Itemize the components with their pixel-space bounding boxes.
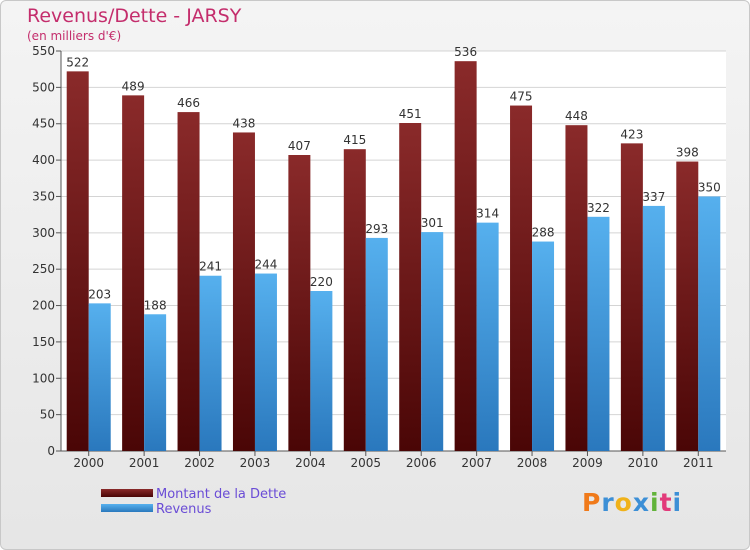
data-label-revenue: 241: [199, 260, 222, 274]
bar-debt: [676, 161, 699, 451]
data-label-debt: 407: [288, 139, 311, 153]
x-tick-label: 2001: [129, 456, 160, 470]
bar-debt: [122, 95, 145, 451]
legend-swatch-debt: [101, 489, 153, 497]
bar-debt: [510, 105, 533, 451]
data-label-revenue: 188: [144, 298, 167, 312]
y-tick-label: 400: [32, 153, 55, 167]
data-label-debt: 415: [343, 133, 366, 147]
data-label-revenue: 293: [365, 222, 388, 236]
bar-debt: [343, 149, 366, 451]
data-label-revenue: 337: [642, 190, 665, 204]
x-tick-label: 2005: [351, 456, 382, 470]
x-tick-label: 2009: [572, 456, 603, 470]
legend-label-debt: Montant de la Dette: [156, 487, 287, 502]
bar-revenue: [587, 216, 610, 451]
x-tick-label: 2008: [517, 456, 548, 470]
bar-revenue: [532, 241, 555, 451]
legend-label-revenue: Revenus: [156, 502, 212, 517]
bar-revenue: [698, 196, 721, 451]
y-tick-label: 0: [47, 444, 55, 458]
data-label-debt: 398: [676, 146, 699, 160]
logo-letter: r: [601, 488, 615, 517]
bar-revenue: [365, 237, 388, 451]
chart-subtitle: (en milliers d'€): [27, 29, 122, 43]
bar-debt: [454, 61, 477, 451]
bar-debt: [232, 132, 255, 452]
x-tick-label: 2004: [295, 456, 326, 470]
bar-debt: [399, 123, 422, 451]
logo-letter: i: [650, 488, 660, 517]
x-tick-label: 2007: [461, 456, 492, 470]
x-tick-label: 2003: [240, 456, 271, 470]
logo-letter: P: [582, 488, 602, 517]
logo-letter: x: [632, 488, 650, 517]
y-tick-label: 150: [32, 335, 55, 349]
x-tick-label: 2002: [184, 456, 215, 470]
y-tick-label: 50: [40, 408, 55, 422]
bar-revenue: [310, 291, 333, 451]
y-tick-label: 100: [32, 371, 55, 385]
bar-debt: [288, 155, 311, 451]
x-tick-label: 2010: [628, 456, 659, 470]
legend-swatch-revenue: [101, 504, 153, 512]
logo-letter: o: [614, 488, 633, 517]
data-label-revenue: 322: [587, 201, 610, 215]
data-label-debt: 448: [565, 109, 588, 123]
data-label-revenue: 203: [88, 287, 111, 301]
bar-revenue: [88, 303, 111, 451]
y-tick-label: 200: [32, 299, 55, 313]
chart-title: Revenus/Dette - JARSY: [27, 5, 242, 27]
data-label-revenue: 288: [532, 226, 555, 240]
plot-area: [61, 51, 726, 451]
y-tick-label: 250: [32, 262, 55, 276]
data-label-revenue: 301: [421, 216, 444, 230]
bar-revenue: [476, 222, 499, 451]
data-label-debt: 489: [122, 79, 145, 93]
bar-debt: [177, 112, 200, 451]
logo-letter: i: [672, 488, 683, 517]
proxiti-logo: Proxiti: [582, 488, 682, 517]
bar-revenue: [144, 314, 167, 451]
data-label-debt: 466: [177, 96, 200, 110]
bar-debt: [66, 71, 89, 451]
data-label-debt: 423: [620, 127, 643, 141]
x-tick-label: 2006: [406, 456, 437, 470]
data-label-revenue: 314: [476, 207, 499, 221]
data-label-debt: 451: [399, 107, 422, 121]
data-label-revenue: 244: [255, 258, 278, 272]
bar-debt: [565, 125, 588, 451]
bar-debt: [620, 143, 643, 451]
y-tick-label: 550: [32, 44, 55, 58]
data-label-revenue: 220: [310, 275, 333, 289]
data-label-debt: 438: [233, 116, 256, 130]
y-tick-label: 450: [32, 117, 55, 131]
data-label-revenue: 350: [698, 180, 721, 194]
y-tick-label: 300: [32, 226, 55, 240]
data-label-debt: 522: [66, 55, 89, 69]
x-tick-label: 2011: [683, 456, 714, 470]
bar-revenue: [254, 273, 277, 451]
bar-revenue: [421, 232, 444, 451]
x-tick-label: 2000: [73, 456, 104, 470]
data-label-debt: 475: [510, 90, 533, 104]
y-tick-label: 500: [32, 80, 55, 94]
data-label-debt: 536: [454, 45, 477, 59]
bar-revenue: [199, 275, 222, 451]
y-tick-label: 350: [32, 189, 55, 203]
bar-revenue: [642, 205, 665, 451]
logo-letter: t: [659, 488, 673, 517]
